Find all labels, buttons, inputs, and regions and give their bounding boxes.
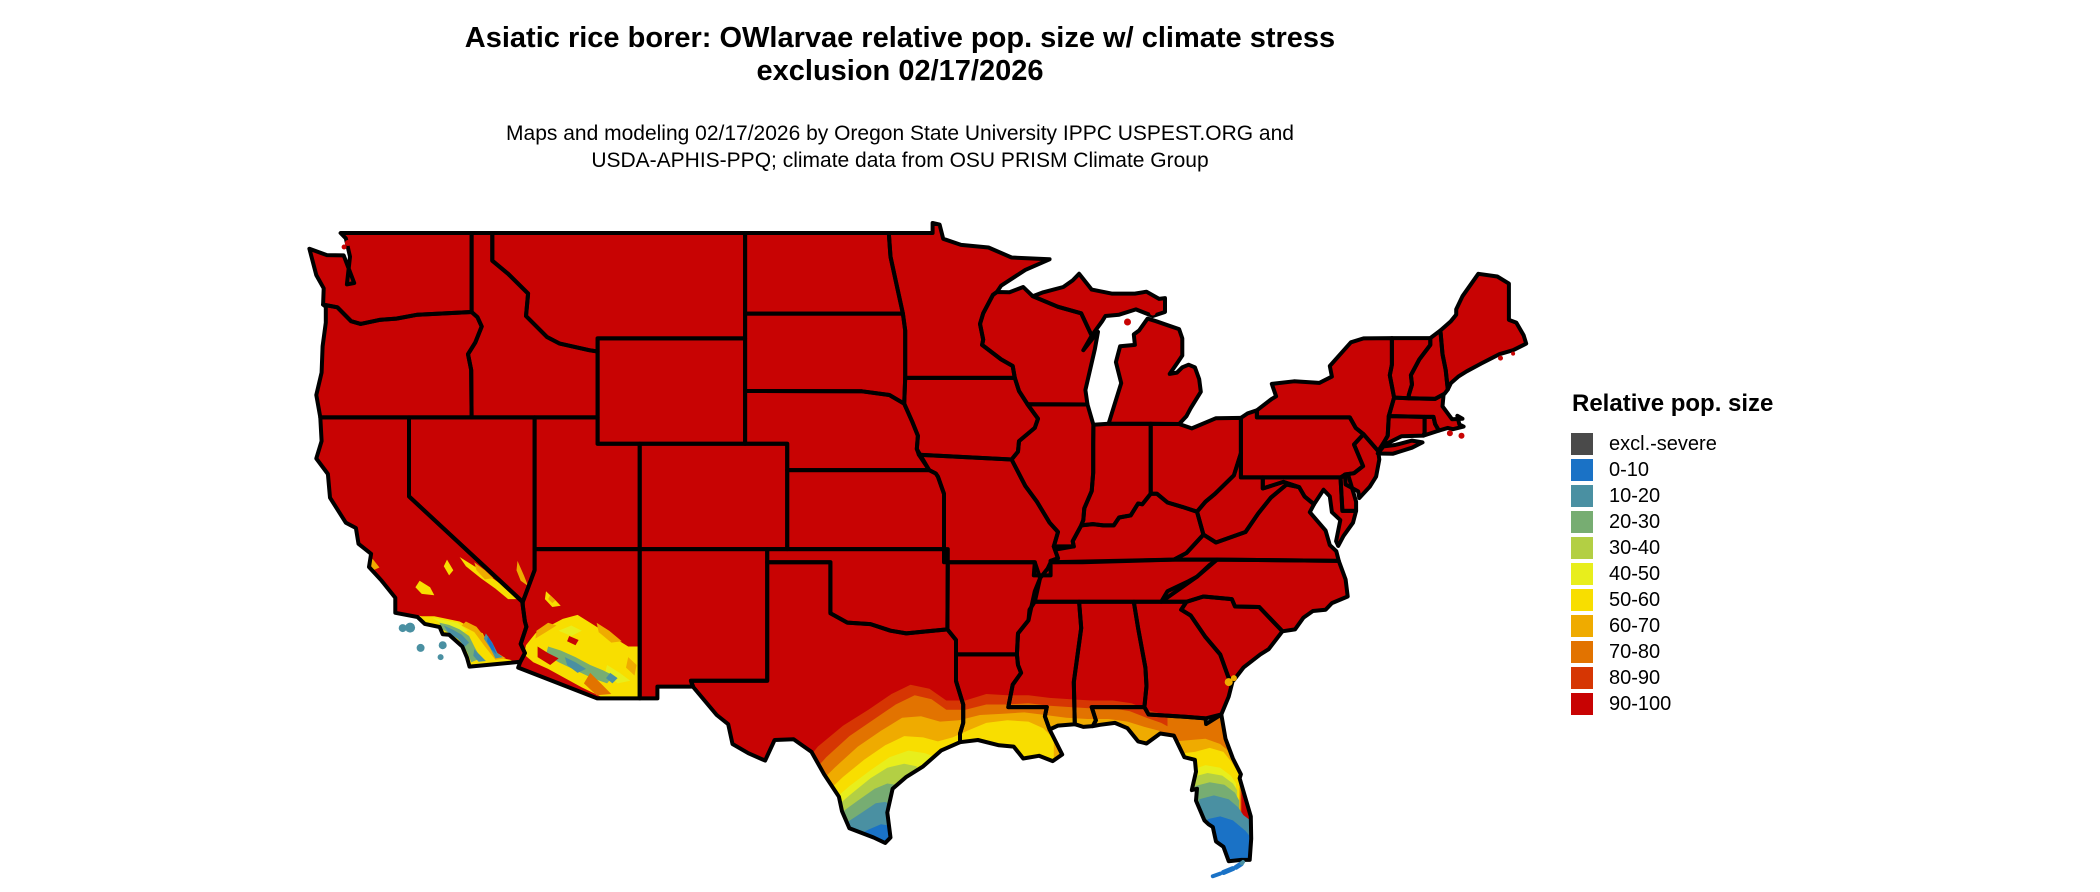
legend-item: 40-50 [1571,561,1773,587]
legend-item-label: 20-30 [1609,511,1661,533]
legend-item: 60-70 [1571,613,1773,639]
legend-item-label: excl.-severe [1609,433,1717,455]
legend-item: 10-20 [1571,483,1773,509]
legend-swatch-icon [1571,641,1593,663]
legend-item: 0-10 [1571,457,1773,483]
legend-item-label: 30-40 [1609,537,1661,559]
legend-item: 80-90 [1571,665,1773,691]
legend-swatch-icon [1571,563,1593,585]
page-subtitle-line1: Maps and modeling 02/17/2026 by Oregon S… [506,122,1294,145]
legend-swatch-icon [1571,537,1593,559]
legend-swatch-icon [1571,433,1593,455]
legend-item: 30-40 [1571,535,1773,561]
legend-item: 50-60 [1571,587,1773,613]
legend-swatch-icon [1571,485,1593,507]
legend-item-label: 70-80 [1609,641,1661,663]
legend-item-label: 10-20 [1609,485,1661,507]
page-title-line1: Asiatic rice borer: OWlarvae relative po… [464,22,1336,54]
legend-swatch-icon [1571,589,1593,611]
legend-item: 70-80 [1571,639,1773,665]
page-subtitle-line2: USDA-APHIS-PPQ; climate data from OSU PR… [591,149,1209,172]
page-subtitle: Maps and modeling 02/17/2026 by Oregon S… [0,120,1800,174]
legend-title: Relative pop. size [1572,390,1774,417]
legend-item-label: 80-90 [1609,667,1661,689]
legend-swatch-icon [1571,693,1593,715]
legend: Relative pop. size excl.-severe 0-10 10-20… [1571,390,1773,717]
legend-swatch-icon [1571,511,1593,533]
legend-item: excl.-severe [1571,431,1773,457]
legend-swatch-icon [1571,667,1593,689]
legend-item-label: 0-10 [1609,459,1650,481]
legend-swatch-icon [1571,459,1593,481]
islands-and-keys [341,240,1516,879]
legend-item: 20-30 [1571,509,1773,535]
state-borders [307,221,1529,864]
legend-item-label: 50-60 [1609,589,1661,611]
legend-swatch-icon [1571,615,1593,637]
legend-item-label: 90-100 [1609,693,1672,715]
legend-item-label: 60-70 [1609,615,1661,637]
legend-item-label: 40-50 [1609,563,1661,585]
legend-item: 90-100 [1571,691,1773,717]
page-title-line2: exclusion 02/17/2026 [756,55,1044,87]
page-title: Asiatic rice borer: OWlarvae relative po… [0,22,1800,88]
legend-items: excl.-severe 0-10 10-20 20-30 30-40 40-50 50-6… [1571,431,1773,717]
